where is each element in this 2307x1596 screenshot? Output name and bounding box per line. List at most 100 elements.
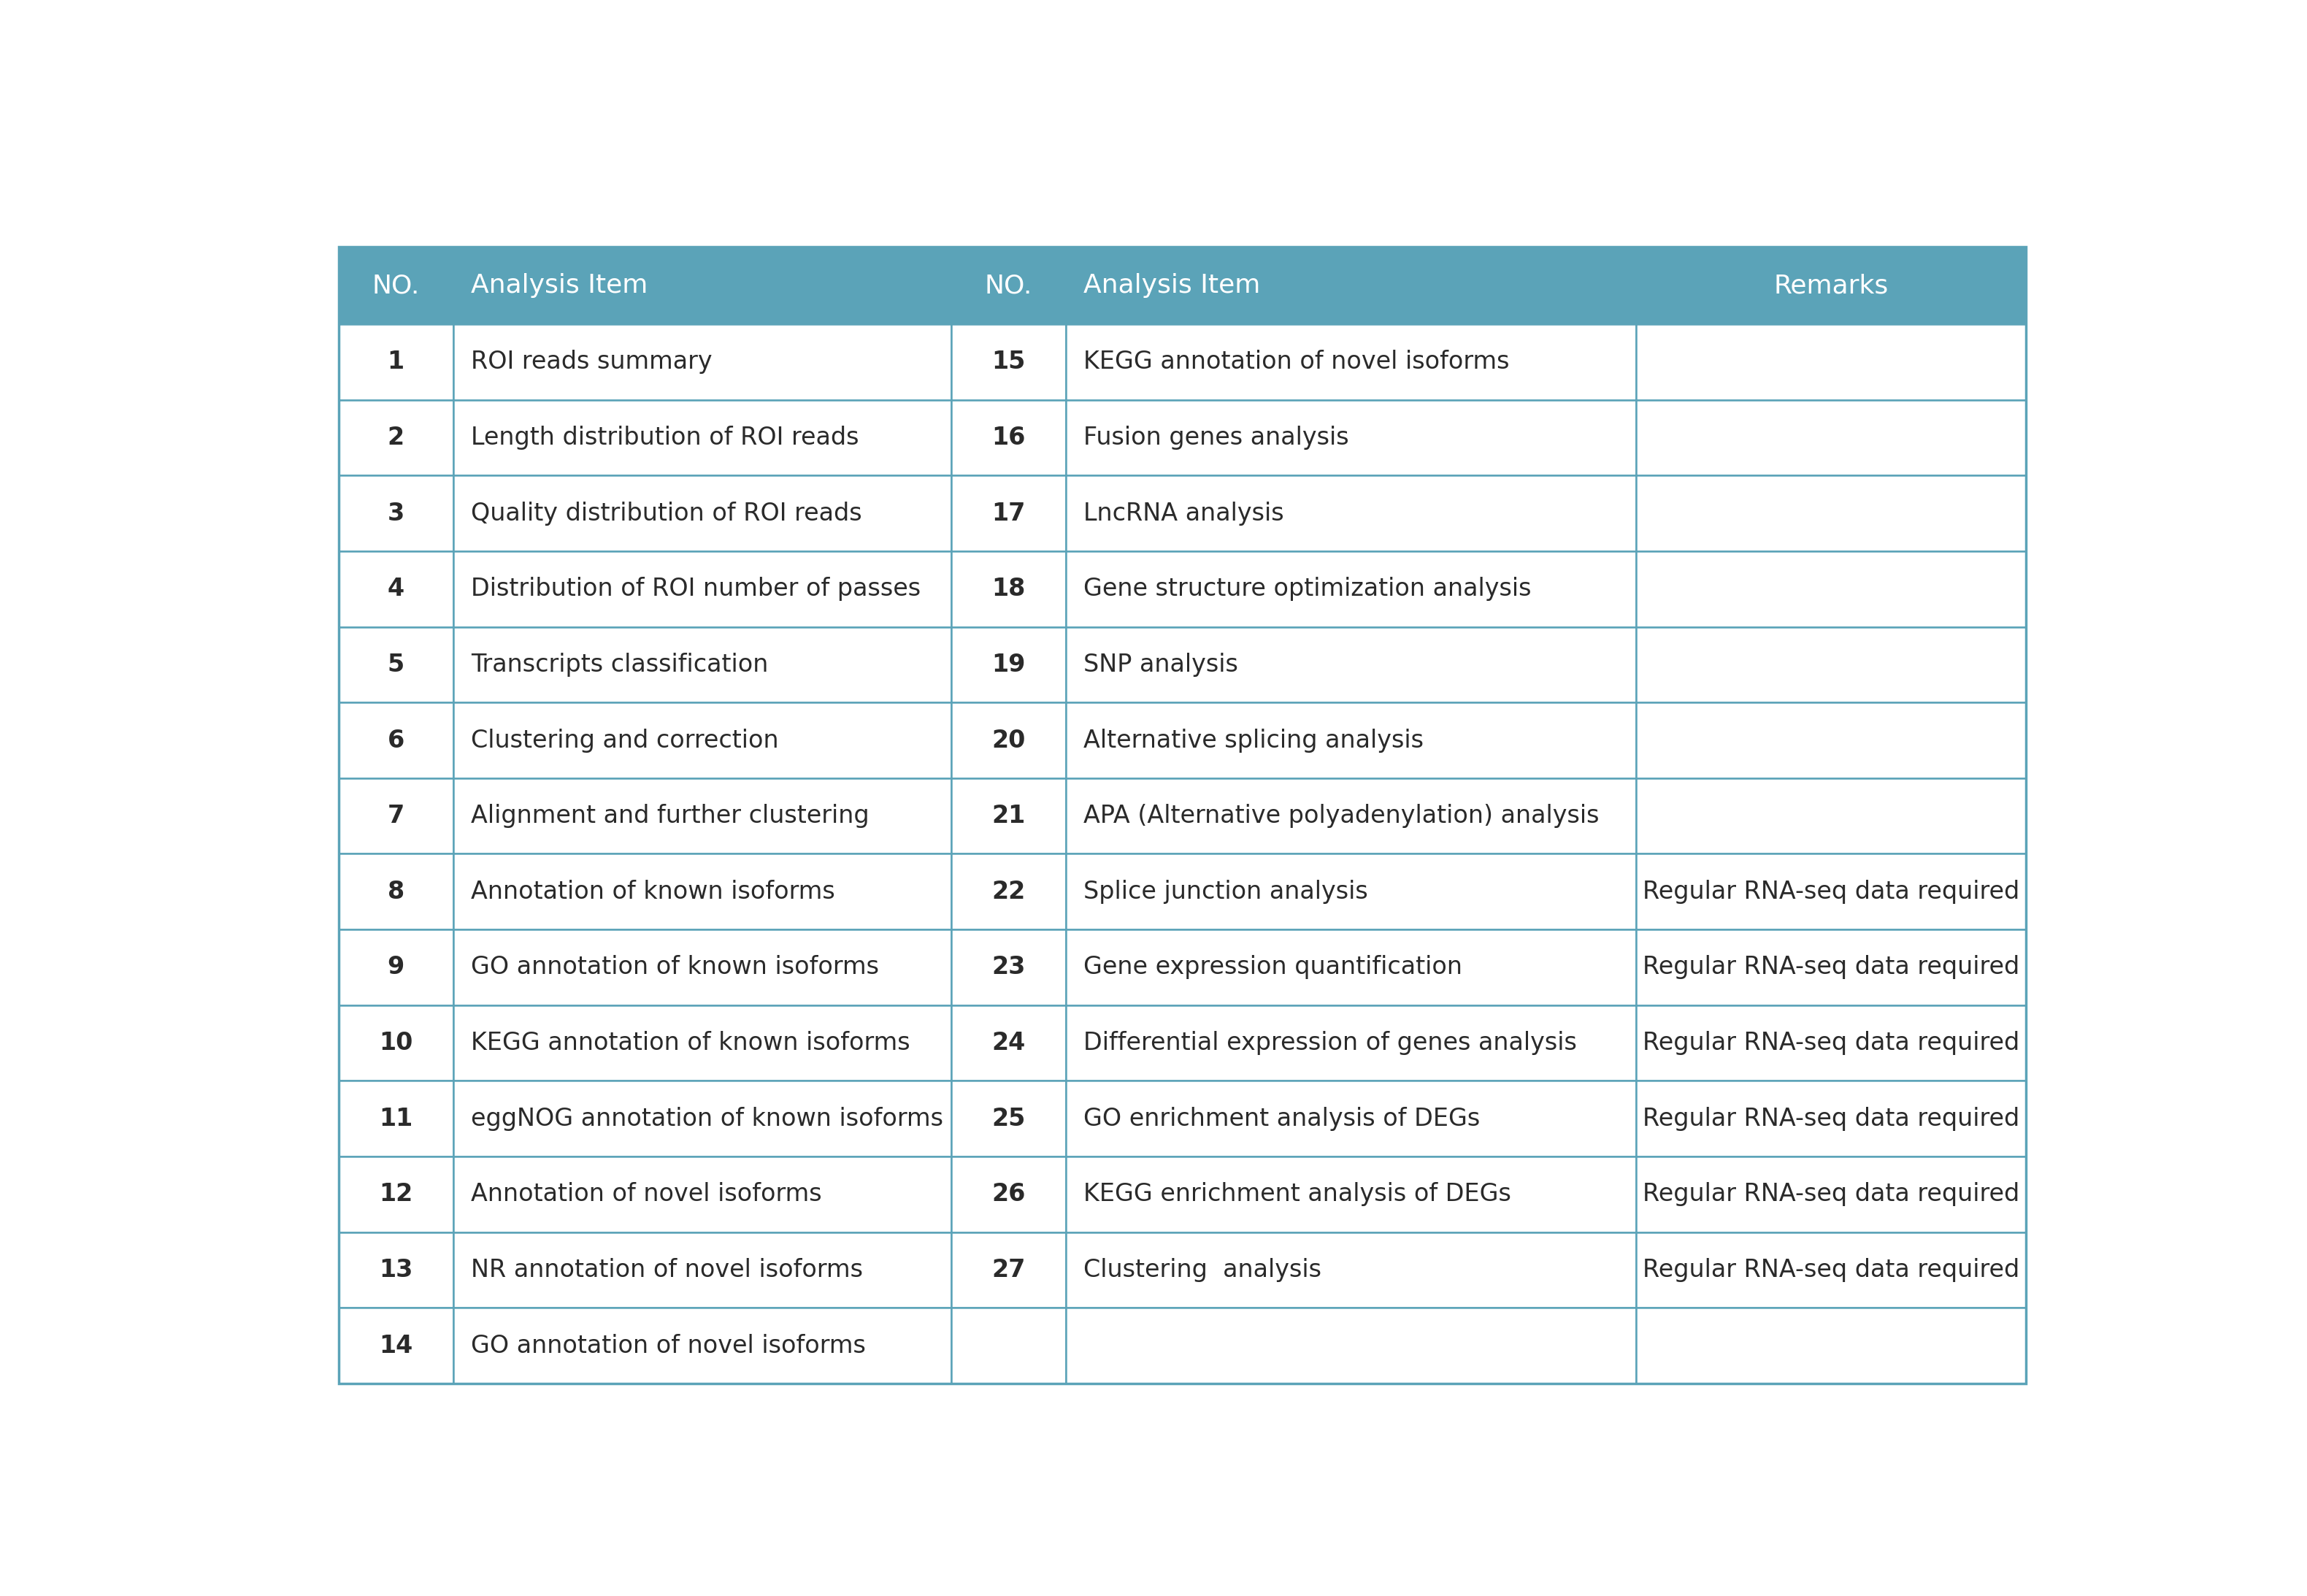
Bar [950, 1157, 1066, 1232]
Text: 22: 22 [992, 879, 1024, 903]
Text: 24: 24 [992, 1031, 1024, 1055]
Text: 15: 15 [992, 350, 1024, 373]
Text: 16: 16 [992, 426, 1024, 450]
Text: Regular RNA-seq data required: Regular RNA-seq data required [1643, 1106, 2019, 1130]
Bar [1636, 702, 2026, 779]
Text: 25: 25 [992, 1106, 1024, 1130]
Bar [1066, 1157, 1636, 1232]
Text: 18: 18 [992, 576, 1024, 602]
Bar [1636, 1157, 2026, 1232]
Bar [1636, 324, 2026, 399]
Bar [1636, 627, 2026, 702]
Bar [452, 399, 950, 476]
Bar [1066, 324, 1636, 399]
Bar [339, 551, 452, 627]
Text: Distribution of ROI number of passes: Distribution of ROI number of passes [471, 576, 920, 602]
Bar [339, 1157, 452, 1232]
Text: Annotation of known isoforms: Annotation of known isoforms [471, 879, 835, 903]
Bar [950, 854, 1066, 929]
Bar [1066, 1307, 1636, 1384]
Text: 4: 4 [388, 576, 404, 602]
Bar [339, 1080, 452, 1157]
Text: 7: 7 [388, 804, 404, 828]
Text: Quality distribution of ROI reads: Quality distribution of ROI reads [471, 501, 863, 525]
Bar [1636, 476, 2026, 551]
Text: Analysis Item: Analysis Item [471, 273, 648, 298]
Text: Remarks: Remarks [1774, 273, 1889, 298]
Bar [452, 929, 950, 1005]
Bar [1636, 1005, 2026, 1080]
Text: APA (Alternative polyadenylation) analysis: APA (Alternative polyadenylation) analys… [1084, 804, 1599, 828]
Text: KEGG annotation of known isoforms: KEGG annotation of known isoforms [471, 1031, 911, 1055]
Text: 20: 20 [992, 728, 1024, 752]
Text: 19: 19 [992, 653, 1024, 677]
Text: Regular RNA-seq data required: Regular RNA-seq data required [1643, 1183, 2019, 1207]
Bar [1066, 476, 1636, 551]
Bar [950, 247, 1066, 324]
Bar [339, 929, 452, 1005]
Text: Clustering and correction: Clustering and correction [471, 728, 780, 752]
Text: GO annotation of novel isoforms: GO annotation of novel isoforms [471, 1334, 865, 1358]
Bar [339, 247, 452, 324]
Text: Analysis Item: Analysis Item [1084, 273, 1260, 298]
Bar [950, 324, 1066, 399]
Bar [339, 779, 452, 854]
Text: Fusion genes analysis: Fusion genes analysis [1084, 426, 1350, 450]
Bar [452, 702, 950, 779]
Bar [1066, 1232, 1636, 1307]
Bar [950, 627, 1066, 702]
Text: Regular RNA-seq data required: Regular RNA-seq data required [1643, 1258, 2019, 1282]
Bar [1066, 627, 1636, 702]
Text: 26: 26 [992, 1183, 1024, 1207]
Bar [1636, 399, 2026, 476]
Text: Annotation of novel isoforms: Annotation of novel isoforms [471, 1183, 821, 1207]
Bar [950, 399, 1066, 476]
Text: Gene structure optimization analysis: Gene structure optimization analysis [1084, 576, 1532, 602]
Bar [1066, 929, 1636, 1005]
Text: ROI reads summary: ROI reads summary [471, 350, 713, 373]
Bar [452, 551, 950, 627]
Text: Gene expression quantification: Gene expression quantification [1084, 956, 1463, 980]
Bar [452, 247, 950, 324]
Text: Regular RNA-seq data required: Regular RNA-seq data required [1643, 1031, 2019, 1055]
Text: Differential expression of genes analysis: Differential expression of genes analysi… [1084, 1031, 1578, 1055]
Bar [452, 627, 950, 702]
Bar [950, 1005, 1066, 1080]
Bar [1636, 1080, 2026, 1157]
Bar [950, 1307, 1066, 1384]
Bar [339, 1005, 452, 1080]
Text: 23: 23 [992, 956, 1024, 980]
Text: 13: 13 [378, 1258, 413, 1282]
Bar [1636, 929, 2026, 1005]
Bar [1636, 247, 2026, 324]
Text: GO annotation of known isoforms: GO annotation of known isoforms [471, 956, 879, 980]
Text: 11: 11 [378, 1106, 413, 1130]
Text: 27: 27 [992, 1258, 1024, 1282]
Text: Clustering  analysis: Clustering analysis [1084, 1258, 1322, 1282]
Bar [339, 324, 452, 399]
Text: KEGG enrichment analysis of DEGs: KEGG enrichment analysis of DEGs [1084, 1183, 1511, 1207]
Bar [339, 476, 452, 551]
Text: NO.: NO. [985, 273, 1031, 298]
Bar [452, 1005, 950, 1080]
Text: Regular RNA-seq data required: Regular RNA-seq data required [1643, 879, 2019, 903]
Bar [1636, 779, 2026, 854]
Bar [452, 1080, 950, 1157]
Bar [452, 1232, 950, 1307]
Bar [452, 1307, 950, 1384]
Bar [1066, 854, 1636, 929]
Text: Length distribution of ROI reads: Length distribution of ROI reads [471, 426, 858, 450]
Bar [950, 476, 1066, 551]
Text: 1: 1 [388, 350, 404, 373]
Text: 14: 14 [378, 1334, 413, 1358]
Text: 10: 10 [378, 1031, 413, 1055]
Text: 17: 17 [992, 501, 1024, 525]
Bar [1066, 1005, 1636, 1080]
Text: 9: 9 [388, 956, 404, 980]
Bar [452, 1157, 950, 1232]
Bar [452, 779, 950, 854]
Bar [452, 476, 950, 551]
Bar [1066, 779, 1636, 854]
Text: LncRNA analysis: LncRNA analysis [1084, 501, 1285, 525]
Text: NR annotation of novel isoforms: NR annotation of novel isoforms [471, 1258, 863, 1282]
